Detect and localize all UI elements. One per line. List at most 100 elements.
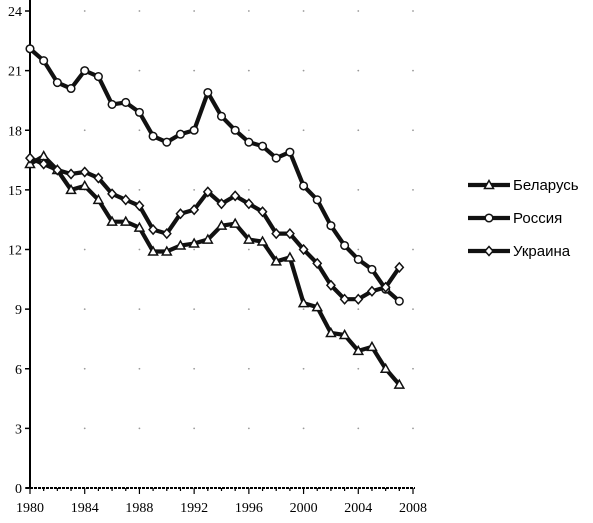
data-point: [79, 166, 90, 178]
grid-dot: [357, 188, 360, 191]
data-point: [339, 293, 350, 305]
data-point: [325, 279, 336, 291]
grid-dot: [302, 367, 305, 370]
x-tick-label: 2008: [399, 501, 427, 516]
grid-dot: [193, 427, 196, 430]
x-tick-label: 1984: [71, 501, 99, 516]
grid-dot: [138, 69, 141, 72]
grid-dot: [357, 308, 360, 311]
data-point: [394, 296, 404, 306]
grid-dot: [412, 248, 414, 251]
y-tick-label: 24: [8, 5, 22, 20]
data-point: [326, 221, 336, 231]
data-point: [270, 255, 282, 266]
grid-dot: [247, 427, 250, 430]
grid-dot: [412, 69, 414, 72]
data-point: [379, 362, 392, 373]
data-point: [216, 198, 227, 210]
legend: Беларусь Россия Украина: [468, 177, 579, 260]
data-point: [121, 97, 131, 107]
data-point: [175, 208, 186, 220]
grid-dot: [83, 367, 86, 370]
data-point: [52, 78, 62, 88]
data-point: [394, 261, 405, 274]
data-point: [340, 240, 350, 251]
grid-dot: [302, 427, 305, 430]
data-point: [119, 215, 132, 226]
data-point: [230, 190, 241, 202]
grid-dot: [357, 69, 360, 72]
grid-dot: [302, 69, 305, 72]
data-point: [93, 72, 103, 82]
data-point: [39, 56, 49, 66]
series-circle: [25, 44, 404, 306]
grid-dot: [138, 427, 141, 430]
legend-item: Россия: [468, 210, 562, 227]
series-diamond: [24, 152, 405, 305]
data-point: [230, 125, 240, 135]
data-point: [92, 193, 105, 205]
grid-dot: [412, 308, 414, 311]
x-tick-label: 1992: [180, 501, 208, 516]
grid-dot: [83, 129, 86, 132]
grid-dot: [302, 10, 305, 12]
grid-dot: [83, 10, 86, 12]
grid-dot: [247, 10, 250, 12]
data-point: [80, 66, 90, 76]
series-layer: [24, 44, 406, 389]
series-triangle: [24, 150, 406, 389]
y-tick-label: 0: [15, 482, 22, 497]
grid-dot: [412, 427, 414, 430]
data-point: [352, 344, 365, 356]
legend-label: Россия: [513, 210, 562, 227]
data-point: [243, 198, 254, 210]
data-point: [366, 285, 377, 297]
data-point: [393, 378, 406, 389]
series-line: [28, 153, 401, 387]
axes: 0 3 6 9 12 15 18 21 24 1980 1984 1988 1992 1996 2000 20…: [8, 0, 427, 516]
grid-dot: [412, 367, 414, 370]
data-point: [107, 188, 118, 200]
data-point: [52, 164, 63, 176]
legend-item: Украина: [468, 243, 571, 260]
x-tick-label: 1980: [16, 501, 44, 516]
data-point: [147, 245, 159, 256]
x-tick-label: 1988: [125, 501, 153, 516]
grid-dot: [247, 129, 250, 132]
data-point: [174, 239, 187, 250]
data-point: [189, 204, 200, 216]
data-point: [78, 179, 91, 191]
data-point: [134, 200, 145, 212]
grid-dot: [83, 308, 86, 311]
data-point: [244, 137, 254, 147]
data-point: [203, 87, 213, 98]
data-point: [311, 301, 324, 312]
grid-dot: [247, 367, 250, 370]
data-point: [353, 254, 363, 264]
grid-dot: [138, 10, 141, 12]
grid-dot: [193, 367, 196, 370]
data-point: [161, 227, 172, 240]
data-point: [133, 221, 146, 232]
data-point: [312, 257, 323, 270]
data-point: [367, 264, 377, 274]
data-point: [161, 245, 173, 256]
data-point: [298, 243, 309, 256]
legend-marker: [483, 178, 495, 190]
data-point: [93, 172, 104, 184]
data-point: [366, 340, 378, 352]
data-point: [134, 107, 144, 117]
data-point: [66, 83, 76, 94]
data-point: [297, 297, 310, 308]
grid-dot: [247, 308, 250, 311]
data-point: [312, 195, 322, 205]
data-point: [202, 186, 213, 198]
y-tick-label: 9: [15, 303, 22, 318]
legend-label: Украина: [513, 243, 571, 260]
grid-dot: [193, 248, 196, 251]
grid-dot: [138, 129, 141, 132]
grid: [83, 10, 414, 430]
data-point: [162, 137, 172, 147]
grid-dot: [357, 367, 360, 370]
